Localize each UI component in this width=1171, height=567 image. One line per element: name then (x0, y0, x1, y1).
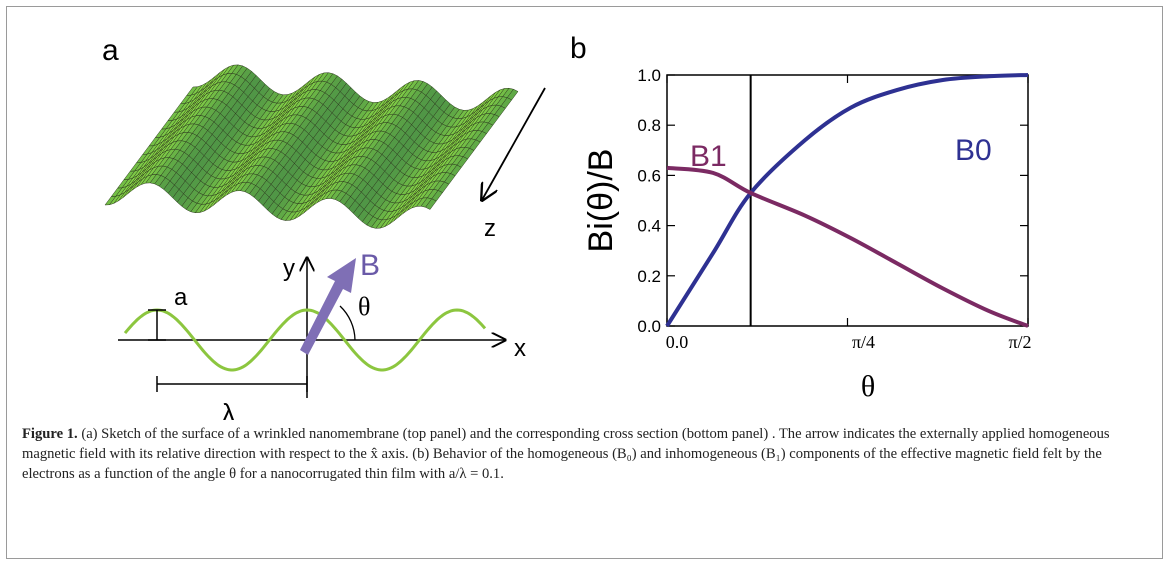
wavelength-bracket (156, 376, 308, 392)
panel-label: b (570, 32, 587, 65)
z-label: z (484, 215, 496, 242)
b-label: B (360, 249, 380, 282)
y-label: y (283, 255, 295, 282)
y-axis-label: Bi(θ)/B (582, 149, 620, 253)
x-axis-label: θ (861, 370, 875, 403)
x-tick-label: π/4 (852, 332, 875, 352)
panel-label: a (102, 34, 119, 67)
series-label: B1 (690, 140, 727, 173)
chart: b 0.0 0.2 0.4 0.6 0.8 1.0 0.0 π/4 π/2 Bi(θ)/B θ B0 B1 (570, 32, 1032, 403)
caption: Figure 1. (a) Sketch of the surface of a… (22, 424, 1147, 484)
x-label: x (514, 335, 526, 362)
figure: a z x y B θ a λ b 0.0 0.2 0.4 0.6 0.8 1.0 0.0 π/… (102, 32, 1032, 420)
theta-label: θ (358, 292, 370, 321)
caption-label: Figure 1. (22, 426, 78, 442)
x-tick-label: π/2 (1008, 332, 1031, 352)
y-tick-label: 0.6 (637, 166, 661, 185)
caption-text: (a) Sketch of the surface of a wrinkled … (22, 426, 1110, 482)
amplitude-bracket (148, 309, 166, 341)
surface-cell (425, 198, 437, 210)
series-label: B0 (955, 134, 992, 167)
z-arrow (482, 87, 546, 200)
field-arrow (300, 258, 356, 355)
corrugated-surface (104, 64, 519, 229)
theta-arc (339, 305, 356, 341)
plot-frame (666, 74, 1029, 327)
y-tick-label: 0.2 (637, 267, 661, 286)
series-line (665, 73, 1029, 328)
y-tick-label: 1.0 (637, 66, 661, 85)
x-tick-label: 0.0 (666, 332, 689, 352)
y-tick-label: 0.4 (637, 217, 661, 236)
series-line (666, 165, 1029, 328)
figure-border (6, 6, 1163, 559)
lambda-label: λ (222, 398, 235, 420)
y-tick-label: 0.8 (637, 116, 661, 135)
a-label: a (174, 284, 188, 311)
y-tick-label: 0.0 (637, 317, 661, 336)
cross-section-wave (123, 308, 487, 372)
